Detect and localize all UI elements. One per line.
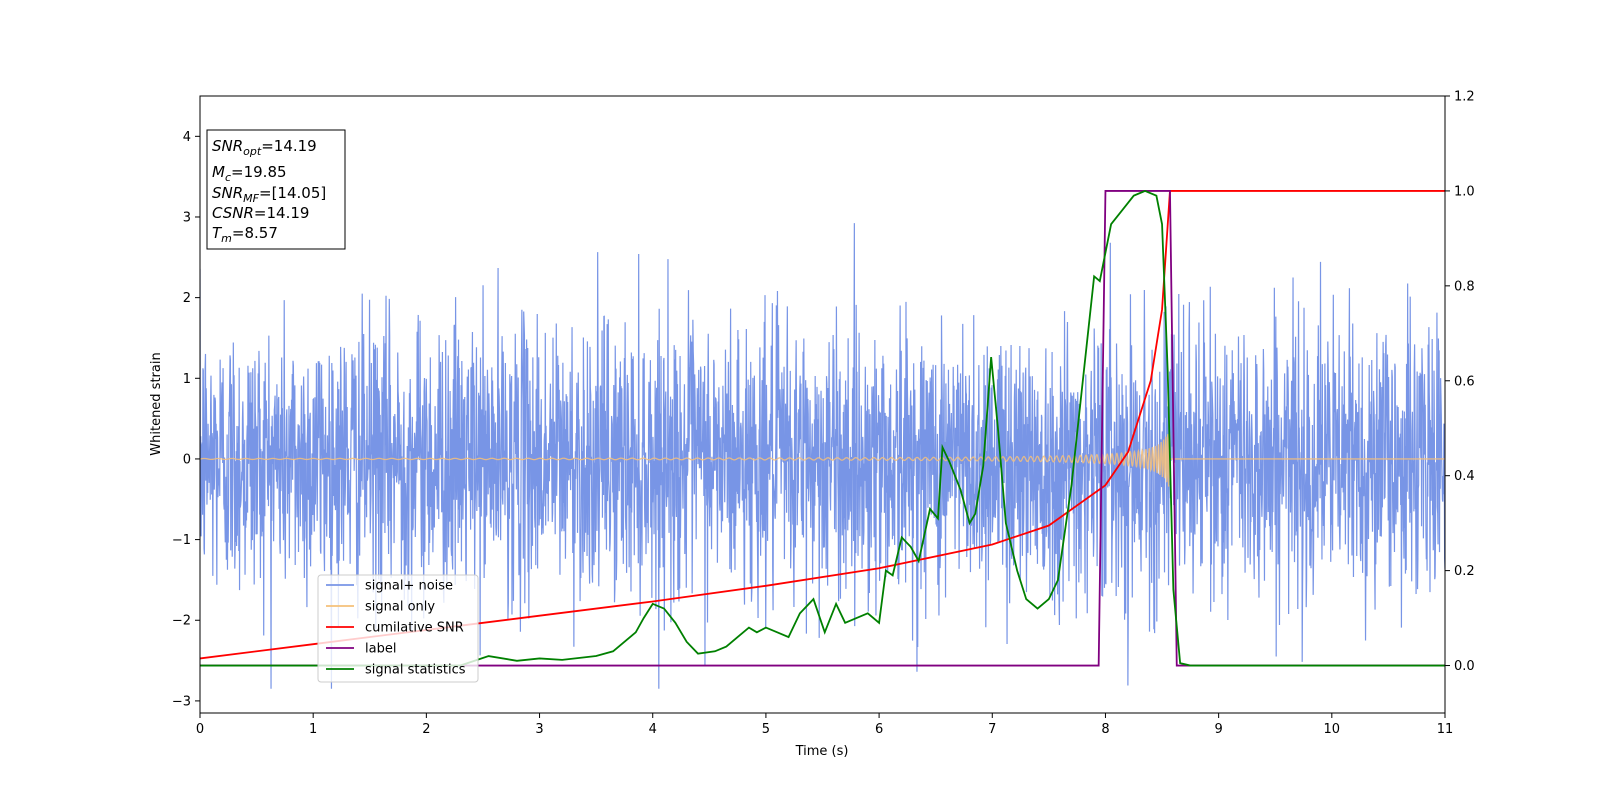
legend-label: signal statistics — [365, 663, 466, 678]
x-tick-label: 6 — [875, 722, 883, 737]
y-left-tick-label: 3 — [183, 210, 191, 225]
y-left-tick-label: 2 — [183, 291, 191, 306]
y-right-tick-label: 0.8 — [1454, 279, 1475, 294]
x-tick-label: 1 — [309, 722, 317, 737]
y-right-tick-label: 1.2 — [1454, 90, 1475, 105]
y-right-tick-label: 1.0 — [1454, 184, 1475, 199]
x-tick-label: 3 — [535, 722, 543, 737]
axes: 0 1 2 3 4 5 6 7 8 9 10 11 −3 −2 −1 0 1 2 3 4 0.0 0.2 0.4 0.6 0.8… — [172, 90, 1475, 738]
y-left-tick-label: −3 — [172, 694, 191, 709]
y-left-tick-label: 0 — [183, 452, 191, 467]
x-tick-label: 8 — [1101, 722, 1109, 737]
x-tick-label: 11 — [1437, 722, 1454, 737]
x-tick-label: 10 — [1324, 722, 1341, 737]
series-signal-noise — [200, 223, 1445, 689]
series-signal-statistics — [200, 189, 1445, 667]
y-left-tick-label: 4 — [183, 130, 191, 145]
x-tick-label: 4 — [649, 722, 657, 737]
y-left-tick-label: −2 — [172, 614, 191, 629]
y-right-tick-label: 0.0 — [1454, 659, 1475, 674]
legend-label: signal+ noise — [365, 579, 453, 594]
x-tick-label: 2 — [422, 722, 430, 737]
info-box-frame — [206, 129, 346, 250]
y-right-tick-label: 0.6 — [1454, 374, 1475, 389]
series-signal-only — [200, 433, 1445, 487]
y-left-tick-label: −1 — [172, 533, 191, 548]
y-right-tick-label: 0.2 — [1454, 564, 1475, 579]
info-line: Mc=19.85 — [212, 163, 287, 184]
y-axis-label: Whitened strain — [149, 352, 164, 455]
info-line: SNRMF=[14.05] — [212, 184, 326, 205]
legend: signal+ noise signal only cumilative SNR la… — [317, 574, 479, 683]
x-tick-label: 5 — [762, 722, 770, 737]
info-annotation: SNRopt=14.19 Mc=19.85SNRMF=[14.05]CSNR=14… — [206, 129, 346, 250]
legend-label: signal only — [365, 600, 435, 615]
plot-frame — [199, 95, 1446, 714]
y-left-tick-label: 1 — [183, 372, 191, 387]
x-axis-label: Time (s) — [795, 744, 849, 759]
x-tick-label: 7 — [988, 722, 996, 737]
legend-frame — [317, 574, 479, 683]
legend-label: cumilative SNR — [365, 621, 464, 636]
legend-label: label — [365, 642, 396, 657]
info-line: Tm=8.57 — [212, 224, 278, 245]
x-tick-label: 9 — [1214, 722, 1222, 737]
info-line: CSNR=14.19 — [212, 204, 309, 222]
info-line: SNRopt=14.19 — [212, 137, 317, 158]
x-tick-label: 0 — [196, 722, 204, 737]
y-right-tick-label: 0.4 — [1454, 469, 1475, 484]
